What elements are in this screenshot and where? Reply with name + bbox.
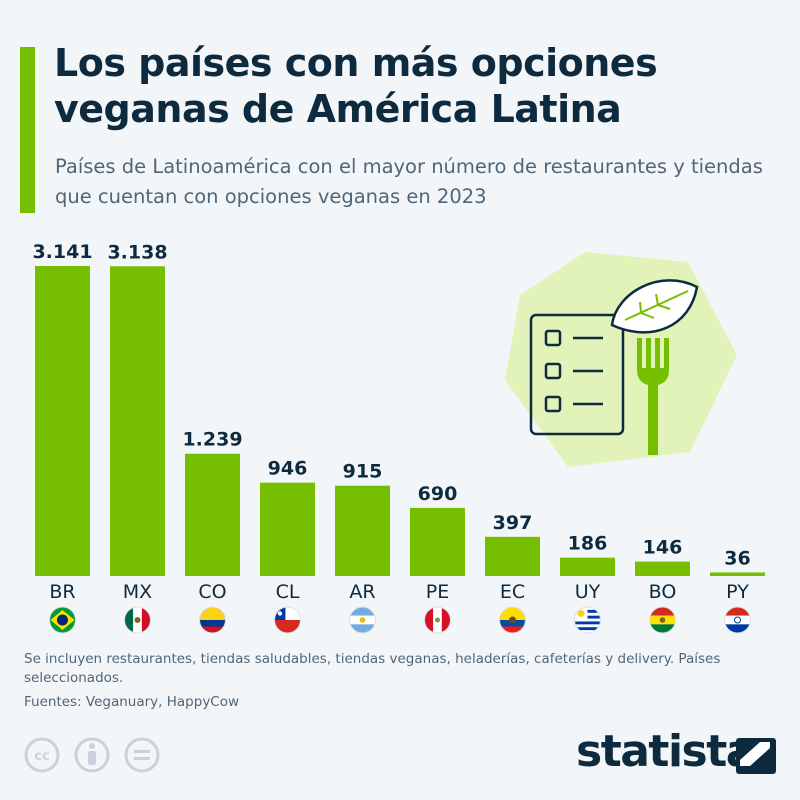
category-label: CO xyxy=(198,581,226,603)
bar-value-label: 146 xyxy=(643,537,683,559)
page-subtitle: Países de Latinoamérica con el mayor núm… xyxy=(55,155,763,208)
bar-pe xyxy=(410,507,465,576)
bar-cl xyxy=(260,482,315,576)
bar-ar xyxy=(335,485,390,576)
category-label: BO xyxy=(649,581,677,603)
brazil-flag xyxy=(49,606,76,634)
colombia-flag xyxy=(199,606,226,634)
bar-py xyxy=(710,572,765,576)
bar-mx xyxy=(110,266,165,576)
category-label: CL xyxy=(276,581,300,603)
category-label: EC xyxy=(500,581,525,603)
bolivia-flag xyxy=(649,606,676,634)
category-label: AR xyxy=(349,581,375,603)
category-label: UY xyxy=(575,581,601,603)
bar-value-label: 186 xyxy=(568,533,608,555)
svg-text:cc: cc xyxy=(34,749,49,764)
chile-flag xyxy=(274,606,301,634)
bar-value-label: 1.239 xyxy=(182,429,242,451)
bar-value-label: 3.141 xyxy=(32,241,92,263)
bar-value-label: 690 xyxy=(418,483,458,505)
bar-br xyxy=(35,266,90,576)
mexico-flag xyxy=(124,606,151,634)
category-label: PY xyxy=(726,581,749,603)
argentina-flag xyxy=(349,606,376,634)
bar-uy xyxy=(560,557,615,576)
paraguay-flag xyxy=(724,606,751,634)
bar-value-label: 397 xyxy=(493,512,533,534)
peru-flag xyxy=(424,606,451,634)
category-label: MX xyxy=(123,581,152,603)
bar-ec xyxy=(485,536,540,576)
uruguay-flag xyxy=(574,606,601,634)
bar-co xyxy=(185,453,240,576)
bar-value-label: 36 xyxy=(724,547,750,569)
license-icons: cc xyxy=(24,737,160,773)
category-label: PE xyxy=(426,581,449,603)
bar-bo xyxy=(635,561,690,576)
cc-icon: cc xyxy=(24,737,60,773)
statista-logo-text: statista xyxy=(576,726,755,777)
bar-value-label: 946 xyxy=(268,458,308,480)
chart-sources: Fuentes: Veganuary, HappyCow xyxy=(24,694,240,710)
title-accent-bar xyxy=(20,47,35,213)
ecuador-flag xyxy=(499,606,526,634)
attribution-icon xyxy=(74,737,110,773)
page-title: Los países con más opciones veganas de A… xyxy=(54,41,658,131)
statista-logo-icon xyxy=(736,738,776,774)
bar-value-label: 915 xyxy=(343,461,383,483)
bar-value-label: 3.138 xyxy=(107,241,167,263)
category-label: BR xyxy=(49,581,75,603)
chart-notes: Se incluyen restaurantes, tiendas saluda… xyxy=(24,651,721,686)
no-derivatives-icon xyxy=(124,737,160,773)
vegan-menu-icon xyxy=(505,252,737,467)
